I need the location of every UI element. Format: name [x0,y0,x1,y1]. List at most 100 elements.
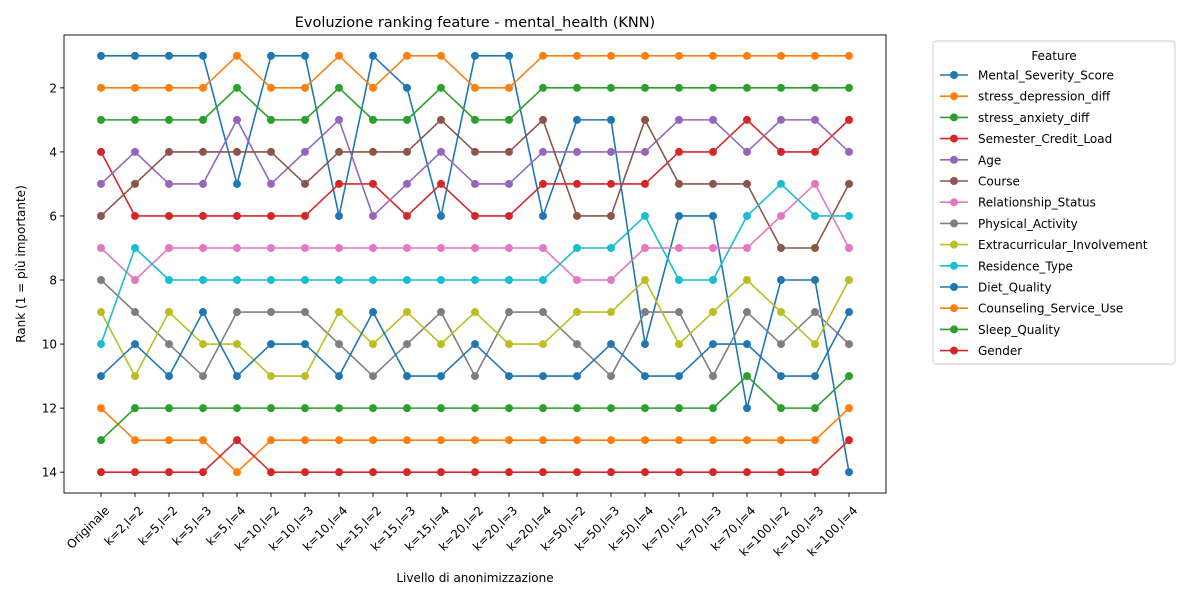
data-point [437,436,445,445]
data-point [301,147,309,156]
data-point [165,179,173,188]
data-point [267,115,275,124]
data-point [811,340,819,349]
legend-marker [950,283,958,291]
data-point [845,372,853,381]
data-point [471,340,479,349]
data-point [811,147,819,156]
legend-entry: Course [940,175,1020,189]
data-point [709,436,717,445]
data-point [471,51,479,60]
legend-label: Residence_Type [978,259,1073,273]
data-point [437,276,445,285]
legend-label: Diet_Quality [978,281,1052,295]
data-point [505,179,513,188]
series-stress_anxiety_diff [97,83,853,124]
data-point [845,211,853,220]
data-point [335,211,343,220]
y-tick-label: 10 [42,338,57,352]
data-point [267,179,275,188]
y-tick-label: 2 [49,81,57,95]
data-point [233,468,241,477]
legend-entry: stress_anxiety_diff [940,111,1090,125]
data-point [811,436,819,445]
data-point [301,340,309,349]
legend-marker [950,325,958,334]
data-point [573,308,581,317]
data-point [845,404,853,413]
data-point [97,404,105,413]
data-point [131,51,139,60]
data-point [607,179,615,188]
data-point [471,243,479,252]
data-point [131,147,139,156]
data-point [97,276,105,285]
data-point [539,308,547,317]
chart-title: Evoluzione ranking feature - mental_heal… [295,15,655,31]
data-point [709,404,717,413]
data-point [267,51,275,60]
data-point [641,308,649,317]
data-point [335,276,343,285]
data-point [301,468,309,477]
data-point [505,147,513,156]
data-point [471,372,479,381]
data-point [403,340,411,349]
data-point [267,147,275,156]
data-point [199,436,207,445]
data-point [199,147,207,156]
legend-frame [932,40,1176,365]
data-point [471,83,479,92]
series-Course [97,115,853,252]
data-point [301,436,309,445]
data-point [505,243,513,252]
data-point [267,468,275,477]
data-point [471,308,479,317]
series-Residence_Type [97,179,853,349]
data-point [539,147,547,156]
data-point [97,179,105,188]
data-point [505,83,513,92]
data-point [369,147,377,156]
legend-marker [950,346,958,355]
data-point [573,211,581,220]
data-point [233,115,241,124]
data-point [573,115,581,124]
data-point [199,372,207,381]
legend-label: Gender [978,344,1022,358]
data-point [743,404,751,413]
data-point [743,211,751,220]
legend-entry: Relationship_Status [940,196,1096,210]
data-point [641,436,649,445]
data-point [233,51,241,60]
y-axis-label: Rank (1 = più importante) [14,185,28,343]
legend-label: stress_anxiety_diff [978,111,1090,125]
data-point [709,243,717,252]
data-point [777,276,785,285]
legend-label: Age [978,153,1001,167]
data-point [199,83,207,92]
data-point [403,468,411,477]
data-point [301,243,309,252]
data-point [743,308,751,317]
data-point [573,51,581,60]
data-point [437,83,445,92]
data-point [165,51,173,60]
data-point [437,404,445,413]
data-point [539,404,547,413]
series-Sleep_Quality [97,372,853,445]
data-point [199,211,207,220]
data-point [471,404,479,413]
data-point [97,243,105,252]
data-point [777,51,785,60]
data-point [437,179,445,188]
data-point [301,404,309,413]
data-point [369,308,377,317]
data-point [777,83,785,92]
data-point [845,308,853,317]
data-point [267,308,275,317]
legend-entry: stress_depression_diff [940,90,1111,104]
y-tick-label: 6 [49,209,57,223]
data-point [743,468,751,477]
data-point [675,372,683,381]
